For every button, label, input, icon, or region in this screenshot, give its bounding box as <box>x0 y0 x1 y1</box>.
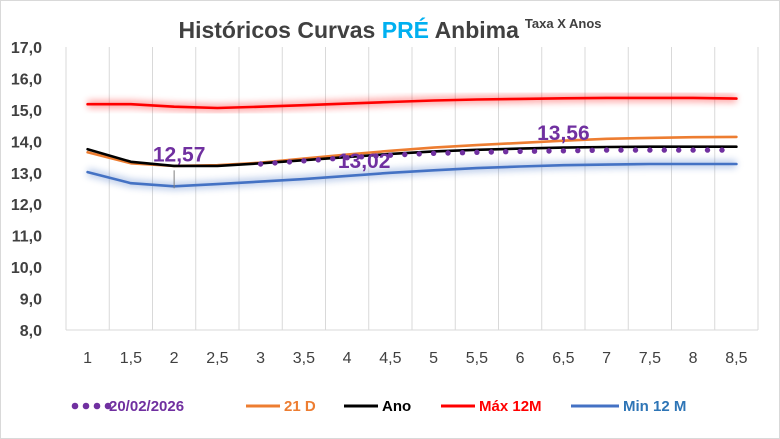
legend-marker <box>93 402 101 410</box>
series-point-20-02-2026 <box>632 147 639 153</box>
x-tick-label: 5 <box>429 350 438 367</box>
y-tick-label: 15,0 <box>11 103 42 120</box>
series-point-20-02-2026 <box>676 147 682 153</box>
series-point-20-02-2026 <box>402 151 408 158</box>
series-point-20-02-2026 <box>286 159 293 165</box>
x-tick-label: 6 <box>516 350 525 367</box>
series-point-20-02-2026 <box>459 150 466 156</box>
series-point-20-02-2026 <box>315 157 321 163</box>
data-label: 13,56 <box>537 122 590 145</box>
series-point-20-02-2026 <box>474 149 480 155</box>
series-point-20-02-2026 <box>445 150 451 156</box>
series-point-20-02-2026 <box>719 147 725 153</box>
series-point-20-02-2026 <box>488 149 494 155</box>
series-point-20-02-2026 <box>430 150 437 156</box>
chart-title: Históricos Curvas PRÉ Anbima Taxa X Anos <box>178 16 601 43</box>
series-line-m-x-12m <box>86 96 738 110</box>
series-point-20-02-2026 <box>618 147 624 153</box>
series-point-20-02-2026 <box>330 156 336 162</box>
x-tick-label: 4 <box>343 350 352 367</box>
series-point-20-02-2026 <box>589 147 595 153</box>
legend-item: Ano <box>344 398 411 415</box>
series-point-20-02-2026 <box>531 148 538 154</box>
x-tick-label: 2 <box>170 350 179 367</box>
x-tick-label: 6,5 <box>552 350 574 367</box>
legend-label: Máx 12M <box>479 398 542 415</box>
x-tick-label: 8 <box>689 350 698 367</box>
series-point-20-02-2026 <box>344 155 350 161</box>
chart-title-superscript: Taxa X Anos <box>525 16 602 31</box>
legend-marker <box>104 402 112 410</box>
x-tick-label: 4,5 <box>379 350 401 367</box>
legend-item: 20/02/2026 <box>71 398 184 415</box>
data-labels: 12,57 13,02 13,56 <box>153 122 590 189</box>
x-tick-label: 3 <box>256 350 265 367</box>
series-point-20-02-2026 <box>661 147 667 153</box>
series-point-20-02-2026 <box>575 147 581 154</box>
series-point-20-02-2026 <box>690 147 696 153</box>
legend-marker <box>71 402 79 410</box>
series-point-20-02-2026 <box>387 152 394 158</box>
legend-label: Min 12 M <box>623 398 686 415</box>
y-tick-label: 14,0 <box>11 134 42 151</box>
series-point-20-02-2026 <box>517 148 523 155</box>
x-tick-label: 7,5 <box>639 350 661 367</box>
x-tick-label: 1 <box>83 350 92 367</box>
series-point-20-02-2026 <box>416 151 422 157</box>
series-point-20-02-2026 <box>257 161 264 167</box>
chart-title-main: Históricos Curvas <box>178 17 381 43</box>
y-tick-label: 8,0 <box>20 323 42 340</box>
legend-item: Máx 12M <box>441 398 542 415</box>
y-tick-label: 11,0 <box>12 229 42 246</box>
chart-title-highlight: PRÉ <box>382 16 429 43</box>
x-tick-label: 7 <box>602 350 611 367</box>
y-axis: 8,0 9,0 10,0 11,0 12,0 13,0 14,0 15,0 16,0 17,0 <box>11 40 42 340</box>
series-line-min-12-m <box>86 162 738 188</box>
series-point-20-02-2026 <box>301 158 307 164</box>
y-tick-label: 12,0 <box>11 197 42 214</box>
legend-marker <box>82 402 90 410</box>
y-tick-label: 9,0 <box>20 292 42 309</box>
series-point-20-02-2026 <box>560 148 567 154</box>
series-point-20-02-2026 <box>358 154 365 160</box>
x-tick-label: 5,5 <box>466 350 488 367</box>
x-tick-label: 8,5 <box>725 350 747 367</box>
x-tick-label: 3,5 <box>293 350 315 367</box>
series-line-ano <box>86 145 738 168</box>
legend-label: 21 D <box>284 398 316 415</box>
y-tick-label: 16,0 <box>11 71 42 88</box>
legend-item: 21 D <box>246 398 316 415</box>
y-tick-label: 10,0 <box>11 260 42 277</box>
series-point-20-02-2026 <box>546 148 552 154</box>
y-tick-label: 17,0 <box>11 40 42 57</box>
y-tick-label: 13,0 <box>11 166 42 183</box>
legend: 20/02/2026 21 D Ano Máx 12M Min 12 M <box>71 398 686 415</box>
data-label: 12,57 <box>153 143 206 166</box>
series-point-20-02-2026 <box>647 147 653 153</box>
series-point-20-02-2026 <box>272 160 278 166</box>
legend-label: Ano <box>382 398 411 415</box>
x-tick-label: 2,5 <box>206 350 228 367</box>
x-tick-label: 1,5 <box>120 350 142 367</box>
legend-label: 20/02/2026 <box>109 398 184 415</box>
legend-item: Min 12 M <box>571 398 686 415</box>
series-point-20-02-2026 <box>603 147 610 153</box>
x-axis: 1 1,5 2 2,5 3 3,5 4 4,5 5 5,5 6 6,5 7 7,5 8 8,5 <box>83 350 747 367</box>
series-point-20-02-2026 <box>503 149 509 155</box>
series-point-20-02-2026 <box>704 147 711 153</box>
series-point-20-02-2026 <box>373 153 379 159</box>
chart-title-suffix: Anbima <box>429 17 519 43</box>
data-label: 13,02 <box>338 150 391 173</box>
series-layer <box>86 96 738 188</box>
